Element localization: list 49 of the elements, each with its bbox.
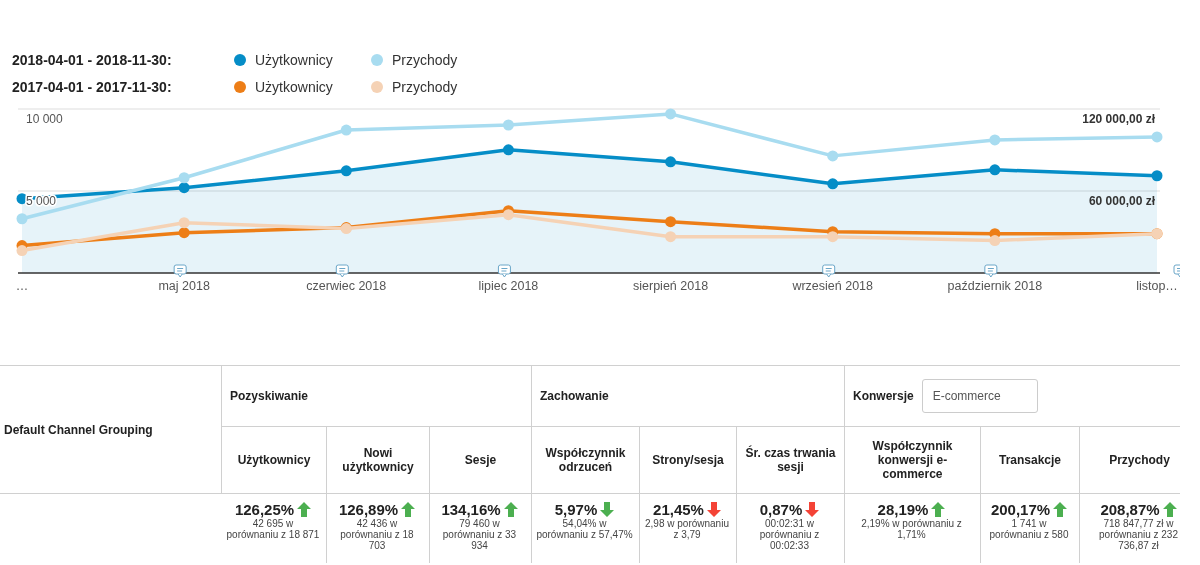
text: Konwersje: [853, 389, 914, 403]
text: 2017-04-01 - 2017-11-30:: [12, 79, 172, 95]
text: 2018-04-01 - 2018-11-30:: [12, 52, 172, 68]
text: 134,16%: [441, 501, 501, 518]
category-label: Współczynnik konwersji e-commerce: [845, 427, 981, 494]
text: E-commerce: [921, 379, 1038, 413]
legend-label: Przychody: [392, 79, 458, 95]
x-tick-label: czerwiec 2018: [306, 279, 387, 293]
category-label: Strony/sesja: [640, 427, 737, 494]
y-tick-label: 10 000: [26, 112, 64, 126]
text: 79 460 w porównaniu z 33 934: [441, 518, 518, 551]
text: 00:02:31 w porównaniu z 00:02:33: [758, 518, 821, 551]
x-tick-label: listop…: [1136, 279, 1178, 293]
text: 0,87%: [759, 501, 803, 518]
x-tick-label: październik 2018: [947, 279, 1043, 293]
text: 42 436 w porównaniu z 18 703: [339, 518, 415, 551]
category-label: Sesje: [430, 427, 532, 494]
category-label: Transakcje: [981, 427, 1080, 494]
text: 5,97%: [554, 501, 598, 518]
text: 54,04% w porównaniu z 57,47%: [536, 518, 633, 540]
legend-label: Użytkownicy: [255, 52, 333, 68]
text: 208,87%: [1100, 501, 1160, 518]
text: 21,45%: [653, 501, 704, 518]
legend-label: Przychody: [392, 52, 458, 68]
text: 126,89%: [338, 501, 399, 518]
category-label: Współczynnik odrzuceń: [532, 427, 640, 494]
text: 2,98 w porównaniu z 3,79: [644, 518, 730, 540]
y2-tick-label: 120 000,00 zł: [1082, 112, 1156, 126]
x-tick-label: lipiec 2018: [478, 279, 539, 293]
text: 126,25%: [234, 501, 295, 518]
text: 2,19% w porównaniu z 1,71%: [860, 518, 963, 540]
category-label: Śr. czas trwania sesji: [737, 427, 845, 494]
text: Zachowanie: [532, 366, 845, 427]
legend-label: Użytkownicy: [255, 79, 333, 95]
x-tick-label: maj 2018: [158, 279, 210, 293]
category-label: Przychody: [1108, 452, 1171, 469]
text: 200,17%: [990, 501, 1051, 518]
x-tick-label: wrzesień 2018: [791, 279, 874, 293]
text: Pozyskiwanie: [222, 366, 532, 427]
text: 1 741 w porównaniu z 580: [988, 518, 1070, 540]
x-tick-label: sierpień 2018: [633, 279, 709, 293]
y2-tick-label: 60 000,00 zł: [1088, 194, 1156, 208]
text: 28,19%: [877, 501, 929, 518]
text: Default Channel Grouping: [0, 366, 222, 494]
x-tick-label: …: [15, 279, 29, 293]
text: 42 695 w porównaniu z 18 871: [226, 518, 320, 540]
category-label: Nowi użytkownicy: [327, 427, 430, 494]
text: 718 847,77 zł w porównaniu z 232 736,87 zł: [1098, 518, 1179, 551]
category-label: Użytkownicy: [222, 427, 327, 494]
